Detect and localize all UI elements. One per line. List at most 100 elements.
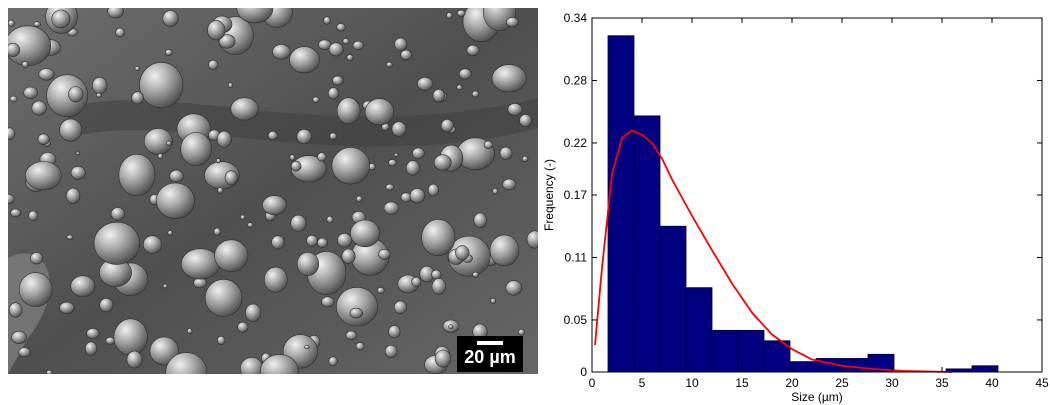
sem-particle <box>316 237 328 248</box>
sem-particle <box>519 114 532 128</box>
sem-particle <box>207 20 226 41</box>
sem-particle <box>228 82 234 89</box>
scale-bar-line <box>477 341 503 345</box>
sem-particle <box>59 301 75 314</box>
sem-particle <box>393 152 399 157</box>
sem-particle <box>335 287 378 327</box>
sem-particle <box>91 76 108 95</box>
sem-particle <box>352 40 364 51</box>
sem-particle <box>216 130 232 148</box>
sem-particle <box>331 147 370 185</box>
sem-particle <box>431 269 442 280</box>
sem-particle <box>118 153 156 197</box>
sem-particle <box>157 153 164 160</box>
y-tick-label: 0.05 <box>564 313 588 327</box>
sem-particle <box>376 287 385 294</box>
sem-particle <box>217 335 226 345</box>
sem-particle <box>46 369 53 374</box>
sem-particle <box>432 88 445 103</box>
x-tick-label: 30 <box>885 376 899 390</box>
sem-particle <box>105 336 116 345</box>
sem-particle <box>224 170 238 186</box>
sem-particle <box>107 8 124 19</box>
sem-particle <box>8 193 15 205</box>
bars-layer <box>607 35 999 373</box>
sem-particle <box>9 95 18 103</box>
sem-image <box>8 8 538 374</box>
sem-particle <box>289 154 296 161</box>
sem-particle <box>236 8 274 24</box>
sem-particle <box>409 188 426 204</box>
sem-shadow-band <box>68 98 538 147</box>
sem-particle <box>328 42 344 57</box>
sem-particle <box>446 12 453 19</box>
sem-particle <box>448 324 454 330</box>
sem-particle <box>290 155 327 183</box>
sem-particle <box>433 154 452 171</box>
sem-particle <box>336 23 346 32</box>
sem-particle <box>51 9 71 29</box>
sem-particle <box>18 272 53 307</box>
sem-particle <box>290 214 307 232</box>
fit-curve-line <box>594 129 953 373</box>
sem-particle <box>131 91 144 105</box>
sem-particle <box>169 169 184 183</box>
sem-particle <box>217 187 224 194</box>
y-tick-label: 0.22 <box>564 136 588 150</box>
sem-particle <box>240 214 246 220</box>
scale-bar: 20 µm <box>457 336 523 372</box>
x-tick-label: 35 <box>935 376 949 390</box>
sem-particle <box>473 212 487 228</box>
sem-particle <box>204 278 243 317</box>
y-tick-label: 0.28 <box>564 73 588 87</box>
sem-particle <box>400 192 412 203</box>
sem-particle <box>355 342 365 351</box>
histogram-bar-4 <box>711 329 739 373</box>
sem-particle <box>304 344 310 350</box>
sem-particle <box>431 278 447 295</box>
size-distribution-chart: 0 5 10 15 20 25 30 35 40 45 0 0.05 0.11 0.17 0.22 0.28 0… <box>540 0 1050 405</box>
sem-particle <box>329 132 338 140</box>
x-tick-label: 5 <box>639 376 646 390</box>
sem-particle <box>37 133 50 145</box>
sem-particle <box>10 208 22 218</box>
sem-particle <box>162 283 168 289</box>
sem-particle <box>8 19 15 27</box>
sem-particle <box>312 96 320 103</box>
sem-particle <box>38 68 55 81</box>
x-tick-label: 0 <box>589 376 596 390</box>
sem-particle <box>411 276 422 288</box>
sem-particle <box>115 27 125 38</box>
y-tick-label: 0 <box>580 365 587 379</box>
sem-particle <box>456 9 466 17</box>
sem-particle <box>166 140 172 146</box>
sem-particle <box>490 297 497 304</box>
sem-particle <box>384 344 398 358</box>
sem-particle <box>263 266 288 293</box>
x-tick-label: 45 <box>1035 376 1049 390</box>
sem-particle <box>180 248 221 280</box>
sem-particle <box>342 38 350 45</box>
sem-particle <box>521 155 529 162</box>
sem-particle <box>388 159 397 167</box>
sem-particle <box>337 233 353 248</box>
sem-particle <box>23 86 38 99</box>
sem-particle <box>245 303 262 322</box>
sem-particle <box>321 296 335 308</box>
histogram-bar-7 <box>789 361 817 373</box>
sem-particle <box>349 307 363 319</box>
histogram-bar-1 <box>633 115 661 373</box>
sem-particle <box>466 44 480 57</box>
sem-particle <box>364 98 395 126</box>
sem-particle <box>46 74 89 117</box>
sem-particle <box>405 160 420 176</box>
sem-particle <box>262 195 287 216</box>
sem-particle <box>456 84 463 91</box>
sem-particle <box>526 230 538 249</box>
sem-particle <box>65 187 81 204</box>
sem-particle <box>162 10 179 27</box>
sem-particle <box>164 49 173 56</box>
histogram-bar-14 <box>971 365 999 373</box>
sem-micrograph: 20 µm <box>8 8 538 374</box>
sem-particle <box>18 347 31 358</box>
